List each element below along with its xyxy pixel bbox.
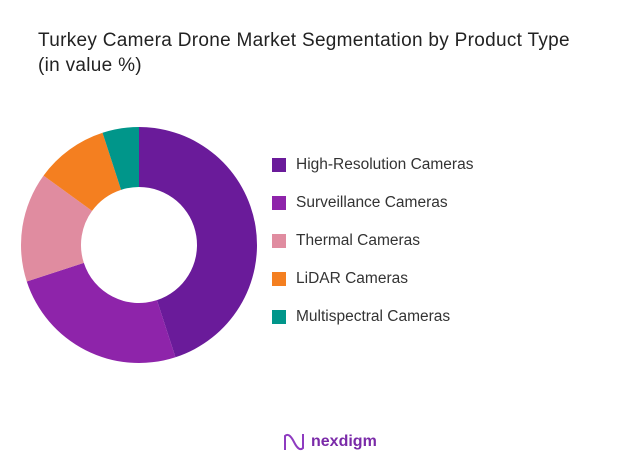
brand-name: nexdigm xyxy=(311,433,377,450)
legend-swatch xyxy=(272,157,286,172)
donut-slice-2 xyxy=(20,175,93,282)
legend-item: Multispectral Cameras xyxy=(272,307,473,326)
legend-label: Surveillance Cameras xyxy=(296,193,448,211)
legend: High-Resolution Cameras Surveillance Came… xyxy=(272,155,473,345)
legend-swatch xyxy=(272,233,286,248)
legend-item: LiDAR Cameras xyxy=(272,269,473,288)
legend-item: Surveillance Cameras xyxy=(272,193,473,212)
legend-label: High-Resolution Cameras xyxy=(296,155,474,173)
brand-logo: nexdigm xyxy=(283,432,377,452)
donut-slice-3 xyxy=(43,132,122,211)
nexdigm-logo-icon xyxy=(284,433,304,451)
donut-slice-1 xyxy=(26,262,176,363)
legend-label: LiDAR Cameras xyxy=(296,269,408,287)
legend-label: Multispectral Cameras xyxy=(296,307,451,325)
donut-slice-0 xyxy=(139,127,258,358)
legend-swatch xyxy=(272,271,286,286)
chart-title: Turkey Camera Drone Market Segmentation … xyxy=(38,30,570,76)
legend-label: Thermal Cameras xyxy=(296,231,421,249)
legend-item: High-Resolution Cameras xyxy=(272,155,473,174)
legend-swatch xyxy=(272,195,286,210)
legend-swatch xyxy=(272,309,286,324)
donut-slice-4 xyxy=(102,127,139,190)
legend-item: Thermal Cameras xyxy=(272,231,473,250)
